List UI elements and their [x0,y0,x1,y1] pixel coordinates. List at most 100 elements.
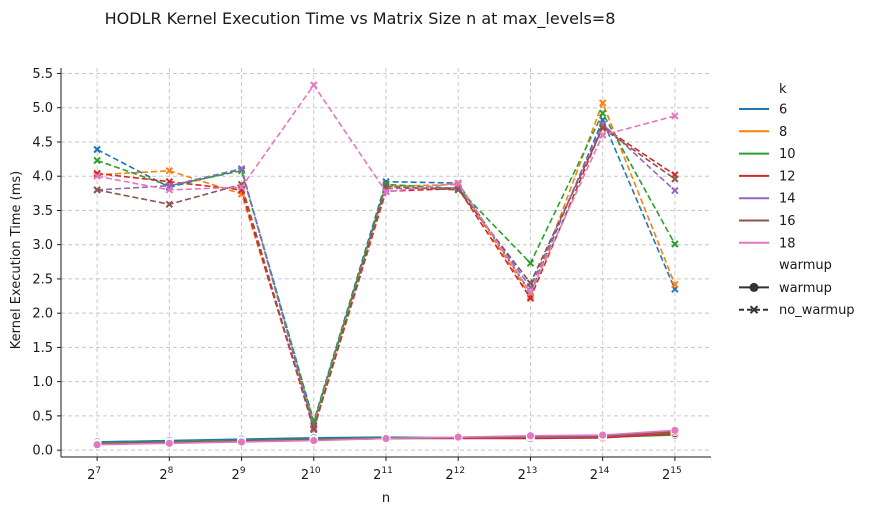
legend-label: 6 [779,103,787,118]
x-marker-stroke [671,186,679,195]
point-warmup-k-18 [381,434,391,443]
point-no-warmup-k-8 [165,167,174,175]
point-no-warmup-k-16 [454,186,462,194]
y-axis-label: Kernel Execution Time (ms) [9,171,24,349]
point-no-warmup-k-16 [382,182,390,191]
point-no-warmup-k-18 [671,112,679,120]
x-marker-stroke [526,279,535,287]
x-marker-stroke [671,112,679,120]
y-tick-label: 2.5 [32,272,53,287]
point-no-warmup-k-8 [671,280,679,289]
x-marker-stroke [454,186,462,194]
legend-label: no_warmup [779,303,855,318]
point-no-warmup-k-14 [237,164,246,173]
point-warmup-k-18 [670,425,680,435]
x-marker-stroke [93,156,101,165]
y-tick-label: 2.0 [32,307,53,322]
x-tick-label: 212 [445,466,465,483]
chart-title: HODLR Kernel Execution Time vs Matrix Si… [105,9,616,29]
x-tick-label: 214 [590,466,610,483]
y-tick-label: 5.0 [32,101,53,116]
x-marker-stroke [165,186,174,194]
point-no-warmup-k-18 [598,131,607,139]
point-no-warmup-k-18 [93,172,101,180]
x-marker-stroke [749,305,759,314]
x-marker-stroke [382,182,390,191]
x-marker-stroke [526,294,535,302]
point-no-warmup-k-18 [526,288,535,297]
legend-item-k-8: 8 [739,125,787,140]
point-no-warmup-k-14 [671,186,679,195]
point-no-warmup-k-10 [93,156,101,165]
point-warmup-k-18 [164,438,174,448]
legend-item-k-14: 14 [739,192,796,207]
y-tick-label: 3.0 [32,238,53,253]
x-marker-stroke [526,288,535,297]
y-tick-label: 4.0 [32,170,53,185]
legend-item-k-12: 12 [739,169,796,184]
x-marker-stroke [382,188,390,196]
legend-label: 12 [779,169,796,184]
legend-item-k-18: 18 [739,236,796,251]
series-k-18 [92,81,680,450]
x-tick-label: 215 [662,466,682,483]
x-marker-stroke [598,109,607,117]
x-marker-stroke [93,145,101,154]
x-marker-stroke [454,179,462,187]
point-warmup-k-18 [237,437,246,447]
point-no-warmup-k-6 [93,145,101,154]
legend-label: 18 [779,236,796,251]
y-tick-label: 0.5 [32,409,53,424]
point-no-warmup-k-16 [598,124,607,132]
legend-label: 10 [779,147,796,162]
x-marker-stroke [598,99,607,107]
x-marker-stroke [310,81,318,89]
x-marker-stroke [93,186,101,194]
x-axis-label: n [382,491,390,506]
x-marker-stroke [598,124,607,132]
legend-item-k-6: 6 [739,103,787,118]
point-no-warmup-k-8 [598,99,607,107]
grid [61,68,711,457]
legend-marker-x [749,305,759,314]
y-tick-label: 5.5 [32,67,53,82]
legend-label: 14 [779,192,796,207]
x-marker-stroke [310,425,318,434]
point-no-warmup-k-16 [310,425,318,434]
point-no-warmup-k-10 [671,240,679,248]
line-no-warmup-k-8 [97,100,676,427]
legend-item-warmup: warmup [739,281,832,296]
x-marker-stroke [165,200,174,208]
y-tick-label: 4.5 [32,135,53,150]
legend: k 6 8 10 12 14 16 18 warmup warmup no_warmup [739,82,855,318]
axes: 0.0 0.5 1.0 1.5 2.0 2.5 3.0 3.5 4.0 4.5 5.0 5.5 27 28… [32,67,711,483]
y-tick-label: 1.0 [32,375,53,390]
legend-item-no_warmup: no_warmup [739,303,855,318]
x-marker-stroke [237,183,246,191]
point-warmup-k-18 [309,436,319,445]
legend-item-k-10: 10 [739,147,796,162]
legend-k-title: k [779,82,787,97]
legend-marker-circle [749,282,759,292]
series-layer [92,81,680,450]
point-warmup-k-18 [92,440,102,450]
point-no-warmup-k-16 [165,200,174,208]
x-tick-label: 29 [232,466,246,483]
legend-label: 8 [779,125,787,140]
x-marker-stroke [671,175,679,183]
point-no-warmup-k-18 [310,81,318,89]
point-no-warmup-k-10 [598,109,607,117]
point-no-warmup-k-10 [526,259,535,267]
x-marker-stroke [671,280,679,289]
x-marker-stroke [93,172,101,180]
legend-item-k-16: 16 [739,214,796,229]
point-no-warmup-k-16 [526,279,535,287]
x-tick-label: 211 [373,466,393,483]
x-marker-stroke [598,131,607,139]
x-tick-label: 210 [301,466,321,483]
x-tick-label: 28 [159,466,173,483]
legend-label: warmup [779,281,832,296]
x-marker-stroke [671,240,679,248]
legend-label: 16 [779,214,796,229]
